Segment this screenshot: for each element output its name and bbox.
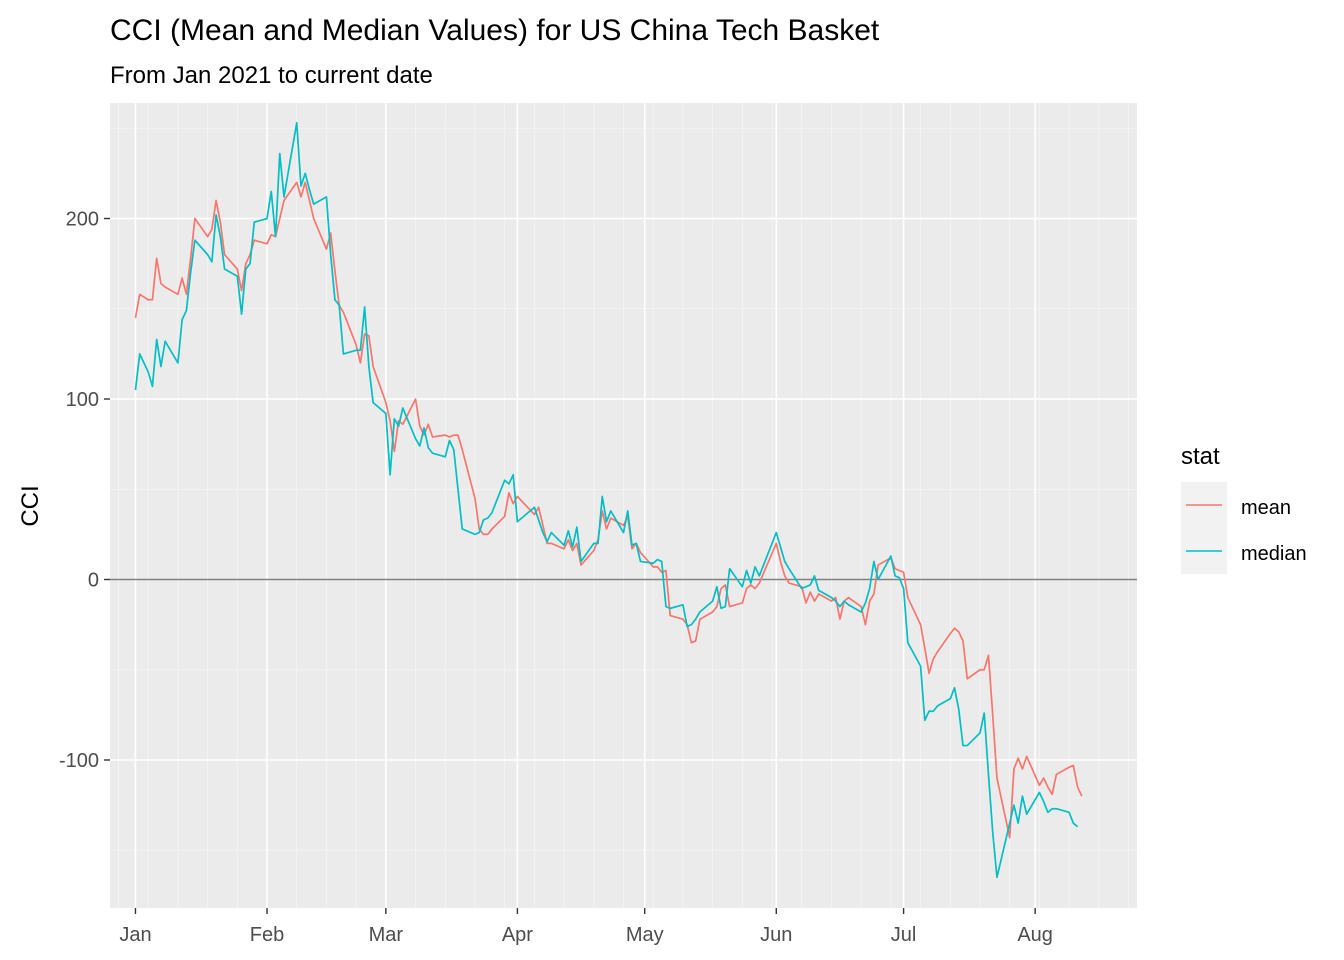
y-tick-label: 0 [88,570,99,592]
series-line-median [134,121,1079,879]
chart-subtitle: From Jan 2021 to current date [110,62,433,89]
x-tick-label: Aug [1017,924,1053,946]
y-axis-title: CCI [17,485,44,526]
x-tick-label: Feb [250,924,284,946]
legend-label-mean: mean [1241,497,1291,519]
y-tick-label: 100 [66,389,99,411]
series-layer [134,121,1083,879]
x-tick-label: Jun [760,924,792,946]
legend: stat mean median [1181,443,1307,574]
legend-label-median: median [1241,543,1307,565]
y-tick-label: 200 [66,209,99,231]
chart-title: CCI (Mean and Median Values) for US Chin… [110,14,880,47]
series-line-mean [134,181,1083,839]
x-tick-label: Mar [369,924,404,946]
x-tick-label: Jul [891,924,917,946]
legend-title: stat [1181,443,1220,470]
x-axis: Jan Feb Mar Apr May Jun Jul Aug [119,908,1053,946]
x-tick-label: Apr [502,924,533,946]
x-tick-label: Jan [119,924,151,946]
x-tick-label: May [626,924,664,946]
y-tick-label: -100 [59,750,99,772]
y-axis: -100 0 100 200 [59,209,110,772]
